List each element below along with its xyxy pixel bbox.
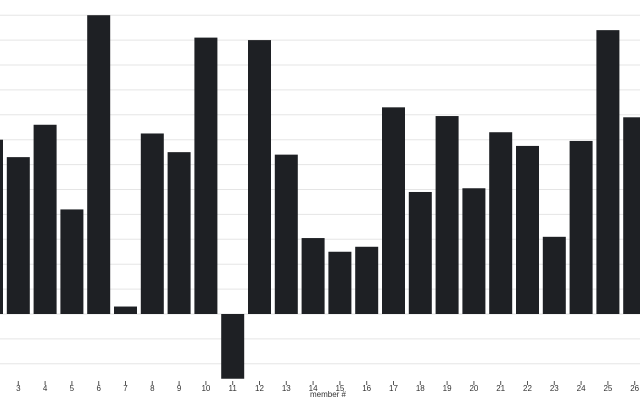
x-tick-label: 6: [96, 384, 101, 393]
bar-member-19: [435, 116, 459, 314]
bar-member-18: [408, 191, 432, 314]
x-tick-label: 16: [362, 384, 371, 393]
bars: [0, 15, 640, 379]
x-tick-label: 7: [123, 384, 128, 393]
bar-member-22: [516, 145, 539, 314]
x-tick-label: 5: [70, 384, 75, 393]
x-tick-label: 13: [282, 384, 291, 393]
x-tick-label: 22: [523, 384, 532, 393]
bar-member-24: [569, 140, 593, 314]
x-tick-label: 23: [550, 384, 559, 393]
x-tick-label: 8: [150, 384, 155, 393]
bar-member-13: [274, 154, 298, 314]
x-tick-label: 17: [389, 384, 398, 393]
bar-member-17: [382, 107, 405, 314]
x-tick-label: 26: [630, 384, 639, 393]
x-tick-label: 21: [496, 384, 505, 393]
bar-member-5: [60, 209, 84, 314]
bar-member-11: [221, 314, 245, 379]
x-tick-label: 14: [309, 384, 318, 393]
bar-member-15: [328, 251, 352, 314]
bar-member-6: [87, 15, 111, 314]
bar-member-20: [462, 188, 486, 314]
bar-member-14: [301, 238, 325, 314]
x-tick-label: 11: [229, 384, 238, 393]
x-tick-label: 12: [255, 384, 264, 393]
bar-member-3: [6, 157, 30, 314]
bar-member-12: [248, 40, 271, 314]
x-tick-label: 4: [43, 384, 48, 393]
x-tick-label: 10: [201, 384, 210, 393]
bar-member-23: [542, 236, 566, 314]
bar-member-26: [623, 117, 640, 314]
x-tick-label: 9: [177, 384, 182, 393]
bar-member-9: [167, 152, 191, 314]
bar-member-25: [596, 30, 620, 314]
bar-member-8: [140, 133, 164, 314]
x-axis-title: member #: [310, 390, 347, 399]
bar-member-16: [355, 246, 379, 314]
x-tick-label: 19: [443, 384, 452, 393]
x-tick-label: 20: [469, 384, 478, 393]
bar-member-10: [194, 37, 218, 315]
x-tick-label: 25: [603, 384, 612, 393]
x-tick-label: 3: [16, 384, 21, 393]
x-tick-label: 18: [416, 384, 425, 393]
bar-member-4: [33, 124, 57, 314]
x-tick-label: 15: [335, 384, 344, 393]
bar-member-21: [489, 132, 513, 314]
x-axis-ticks: 2345678910111213141516171819202122232425…: [16, 381, 640, 393]
bar-member-2: [0, 139, 3, 314]
x-tick-label: 24: [577, 384, 586, 393]
bar-member-7: [114, 306, 137, 314]
